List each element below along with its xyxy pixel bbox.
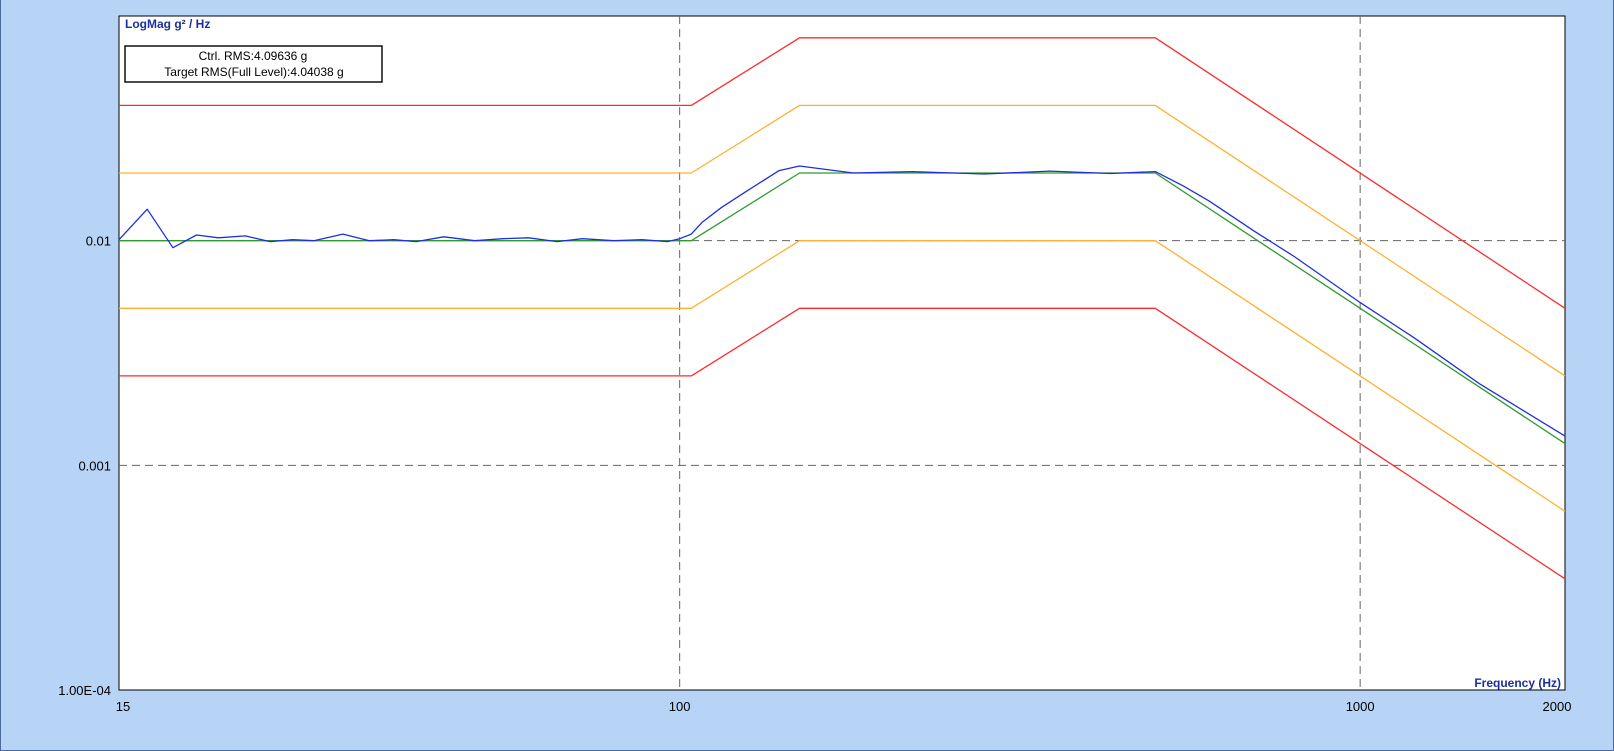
series-line-2 xyxy=(119,104,1566,377)
tick-labels: 15 100 1000 2000 0.01 0.001 1.00E-04 xyxy=(58,234,1571,714)
x-tick-label-1000: 1000 xyxy=(1346,699,1375,714)
series-lines xyxy=(118,37,1566,580)
x-tick-label-100: 100 xyxy=(669,699,691,714)
y-tick-label-0.01: 0.01 xyxy=(86,234,111,249)
ctrl-rms-text: Ctrl. RMS:4.09636 g xyxy=(199,49,308,63)
series-line-1 xyxy=(119,37,1566,309)
y-axis-title: LogMag g² / Hz xyxy=(125,17,210,31)
target-rms-text: Target RMS(Full Level):4.04038 g xyxy=(164,65,343,79)
series-line-3 xyxy=(119,172,1566,445)
x-tick-label-2000: 2000 xyxy=(1543,699,1572,714)
x-tick-label-15: 15 xyxy=(116,699,130,714)
series-line-4 xyxy=(119,240,1566,512)
series-line-5 xyxy=(119,307,1566,580)
y-tick-label-0.001: 0.001 xyxy=(78,458,111,473)
y-tick-label-1.00E-04: 1.00E-04 xyxy=(58,683,111,698)
series-line-6 xyxy=(118,165,1566,437)
rms-annotation-box: Ctrl. RMS:4.09636 g Target RMS(Full Leve… xyxy=(124,45,383,83)
x-axis-title: Frequency (Hz) xyxy=(1474,676,1561,690)
plot-area xyxy=(118,15,1566,691)
